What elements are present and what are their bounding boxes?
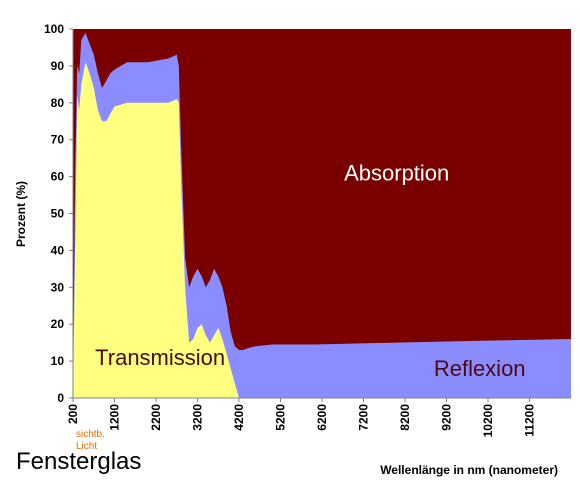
transmission-area	[73, 62, 571, 398]
x-tick-label: 8200	[398, 404, 412, 431]
x-tick-label: 200	[66, 404, 80, 424]
y-tick-label: 20	[51, 317, 65, 331]
visible-light-label-line2: Licht	[76, 441, 97, 452]
x-tick-label: 5200	[274, 404, 288, 431]
y-tick-label: 70	[51, 133, 65, 147]
y-tick-label: 0	[57, 391, 64, 405]
y-tick-label: 100	[44, 22, 64, 36]
y-tick-label: 10	[51, 354, 65, 368]
x-tick-label: 6200	[315, 404, 329, 431]
x-tick-label: 2200	[149, 404, 163, 431]
x-tick-label: 7200	[357, 404, 371, 431]
transmission-label: Transmission	[95, 345, 225, 370]
y-tick-label: 60	[51, 170, 65, 184]
visible-light-label-line1: sichtb.	[76, 429, 105, 440]
tick-labels: 0 10 20 30 40 50 60 70 80 90 100 200 1200 2200 3200 420…	[44, 22, 537, 437]
reflexion-label: Reflexion	[434, 356, 526, 381]
x-tick-label: 4200	[232, 404, 246, 431]
absorption-label: Absorption	[344, 160, 449, 185]
y-tick-label: 40	[51, 243, 65, 257]
region-labels: Absorption Reflexion Transmission	[95, 160, 525, 381]
x-tick-label: 11200	[523, 404, 537, 437]
reflexion-area	[73, 32, 571, 398]
y-tick-label: 50	[51, 207, 65, 221]
plot-area	[73, 29, 571, 398]
axes	[69, 28, 571, 402]
x-tick-label: 10200	[481, 404, 495, 438]
y-tick-label: 90	[51, 59, 65, 73]
x-tick-label: 1200	[108, 404, 122, 431]
y-tick-label: 80	[51, 96, 65, 110]
y-tick-label: 30	[51, 280, 65, 294]
x-axis-title: Wellenlänge in nm (nanometer)	[380, 463, 558, 477]
x-tick-label: 9200	[440, 404, 454, 431]
y-axis-title: Prozent (%)	[14, 181, 28, 247]
x-tick-label: 3200	[191, 404, 205, 431]
caption: Fensterglas	[16, 448, 142, 475]
